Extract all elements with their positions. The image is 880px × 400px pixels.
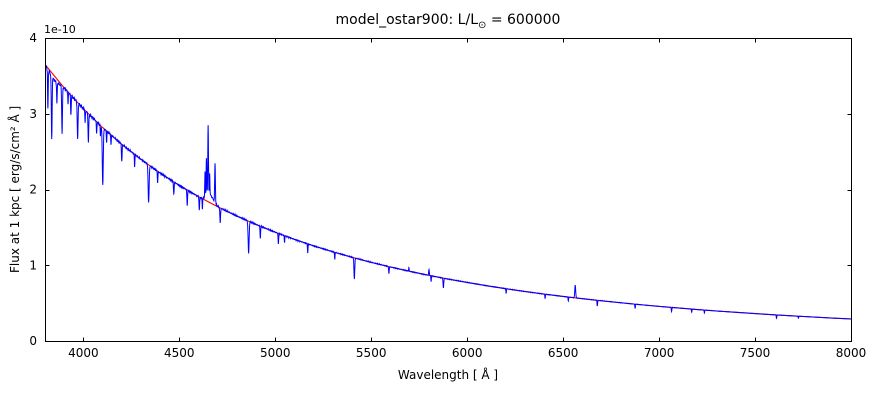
y-tick-label: 0 bbox=[29, 334, 37, 348]
y-tick-label: 2 bbox=[29, 183, 37, 197]
plot-title-prefix: model_ostar900: L/L bbox=[335, 12, 478, 28]
x-tick-label: 6000 bbox=[452, 346, 483, 360]
x-tick-label: 5000 bbox=[260, 346, 291, 360]
continuum-line bbox=[45, 64, 851, 320]
y-tick-label: 4 bbox=[29, 31, 37, 45]
y-tick-label: 1 bbox=[29, 258, 37, 272]
y-tick-label: 3 bbox=[29, 107, 37, 121]
x-axis-label: Wavelength [ Å ] bbox=[397, 368, 499, 382]
x-tick-label: 7500 bbox=[740, 346, 771, 360]
y-axis-label: Flux at 1 kpc [ erg/s/cm² Å ] bbox=[8, 105, 22, 274]
spectrum-line bbox=[45, 65, 851, 320]
x-tick-label: 5500 bbox=[356, 346, 387, 360]
x-tick-label: 4000 bbox=[68, 346, 99, 360]
x-tick-label: 6500 bbox=[548, 346, 579, 360]
plot-frame bbox=[45, 38, 852, 342]
plot-title: model_ostar900: L/L⊙ = 600000 bbox=[45, 12, 851, 31]
sun-symbol: ⊙ bbox=[478, 19, 487, 31]
x-tick-label: 7000 bbox=[644, 346, 675, 360]
x-tick-label: 8000 bbox=[836, 346, 867, 360]
x-tick-label: 4500 bbox=[164, 346, 195, 360]
plot-title-suffix: = 600000 bbox=[486, 12, 561, 28]
y-axis-offset-label: 1e-10 bbox=[44, 23, 76, 36]
